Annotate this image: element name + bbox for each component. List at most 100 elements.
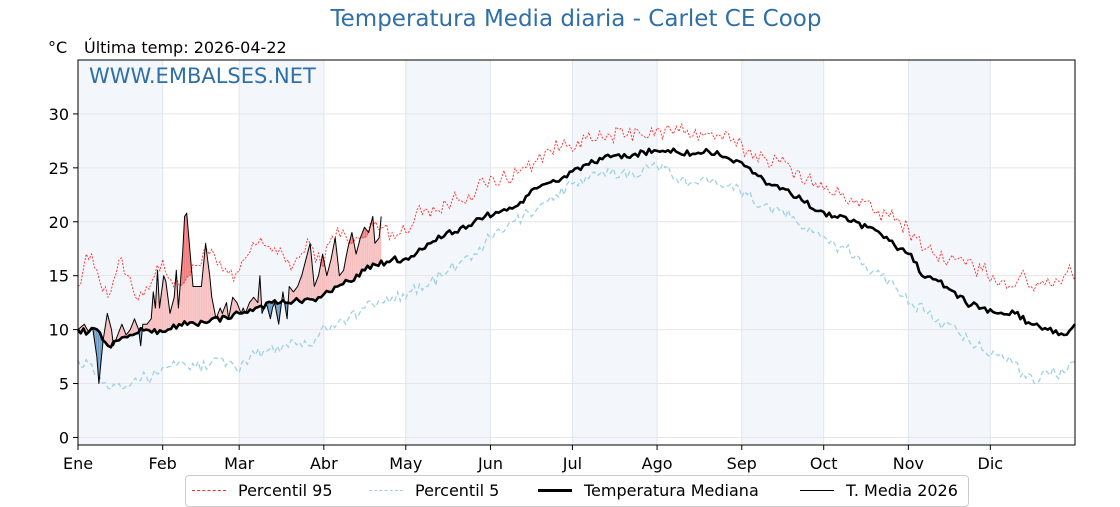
fill-above-median — [134, 319, 135, 334]
x-tick-label: Jul — [562, 454, 582, 473]
month-shading — [78, 60, 990, 445]
fill-above-median — [195, 286, 196, 324]
fill-above-median — [309, 246, 310, 299]
fill-above-median — [331, 254, 332, 292]
legend-swatch-median — [538, 489, 572, 492]
fill-above-median — [353, 239, 354, 281]
y-tick-label: 0 — [59, 428, 69, 447]
fill-above-median — [368, 232, 369, 268]
fill-above-median — [356, 252, 357, 276]
fill-above-median — [205, 244, 206, 322]
fill-above-median — [378, 239, 379, 266]
x-tick-label: Abr — [310, 454, 338, 473]
y-tick-label: 25 — [49, 159, 69, 178]
x-tick-label: Feb — [149, 454, 177, 473]
fill-above-median — [122, 325, 123, 338]
watermark: WWW.EMBALSES.NET — [89, 64, 316, 88]
fill-above-median — [165, 280, 166, 332]
x-tick-label: Sep — [727, 454, 757, 473]
month-shade — [742, 60, 824, 445]
fill-above-median — [193, 283, 194, 323]
fill-above-median — [300, 279, 301, 302]
fill-above-p95 — [185, 214, 186, 280]
fill-above-median — [335, 240, 336, 287]
legend-item-p5: Percentil 5 — [369, 481, 499, 500]
fill-above-median — [201, 284, 202, 321]
fill-above-median — [206, 244, 207, 322]
legend-swatch-current — [800, 490, 834, 491]
fill-above-median — [301, 277, 302, 303]
fill-above-median — [354, 243, 355, 281]
fill-above-median — [376, 241, 377, 266]
fill-above-median — [334, 240, 335, 288]
fill-above-median — [234, 298, 235, 314]
month-shade — [78, 60, 163, 445]
fill-above-median — [331, 258, 332, 292]
fill-above-median — [198, 286, 199, 325]
legend-item-median: Temperatura Mediana — [538, 481, 759, 500]
y-tick-label: 30 — [49, 105, 69, 124]
fill-above-median — [252, 298, 253, 311]
fill-above-median — [340, 274, 341, 285]
legend-item-p95: Percentil 95 — [192, 481, 333, 500]
fill-above-median — [153, 294, 154, 331]
fill-above-median — [332, 251, 333, 292]
month-shade — [572, 60, 657, 445]
fill-above-median — [194, 286, 195, 323]
y-tick-label: 5 — [59, 375, 69, 394]
fill-above-median — [327, 274, 328, 291]
x-tick-label: May — [389, 454, 422, 473]
fill-above-median — [309, 244, 310, 299]
fill-above-median — [206, 250, 207, 323]
legend-label: Temperatura Mediana — [584, 481, 759, 500]
fill-above-median — [290, 288, 291, 304]
y-tick-label: 10 — [49, 321, 69, 340]
fill-above-median — [305, 259, 306, 299]
y-tick-label: 20 — [49, 213, 69, 232]
y-tick-label: 15 — [49, 267, 69, 286]
fill-above-median — [195, 286, 196, 324]
x-tick-label: Dic — [978, 454, 1004, 473]
legend-item-current: T. Media 2026 — [800, 481, 958, 500]
fill-above-median — [197, 286, 198, 325]
fill-above-median — [306, 256, 307, 299]
fill-above-median — [304, 264, 305, 300]
fill-above-median — [107, 314, 108, 346]
fill-above-median — [207, 255, 208, 323]
fill-above-median — [290, 287, 291, 303]
fill-above-median — [342, 272, 343, 285]
fill-above-median — [199, 286, 200, 324]
fill-above-median — [302, 272, 303, 303]
legend-swatch-p5 — [369, 490, 403, 491]
fill-above-median — [303, 267, 304, 301]
fill-above-median — [200, 286, 201, 322]
fill-above-median — [341, 273, 342, 285]
fill-above-median — [333, 247, 334, 290]
fill-above-median — [375, 242, 376, 265]
fill-above-median — [376, 241, 377, 265]
fill-above-median — [314, 285, 315, 301]
fill-above-median — [330, 261, 331, 292]
fill-above-p95 — [185, 215, 186, 282]
fill-above-median — [109, 319, 110, 347]
fill-above-median — [359, 239, 360, 276]
month-shade — [908, 60, 990, 445]
fill-above-median — [369, 229, 370, 268]
fill-above-median — [208, 260, 209, 322]
fill-above-median — [349, 241, 350, 282]
x-tick-label: Ene — [63, 454, 93, 473]
fill-above-median — [333, 244, 334, 290]
fill-above-median — [316, 279, 317, 300]
fill-above-median — [360, 237, 361, 275]
fill-above-median — [361, 233, 362, 271]
fill-above-median — [299, 280, 300, 301]
legend-swatch-p95 — [192, 490, 226, 491]
y-axis: 0 5 10 15 20 25 30 — [49, 105, 78, 448]
fill-above-median — [358, 244, 359, 276]
chart-legend: Percentil 95 Percentil 5 Temperatura Med… — [185, 475, 969, 507]
fill-above-median — [165, 278, 166, 331]
fill-above-median — [198, 286, 199, 325]
fill-above-median — [368, 231, 369, 266]
fill-above-median — [163, 276, 164, 331]
